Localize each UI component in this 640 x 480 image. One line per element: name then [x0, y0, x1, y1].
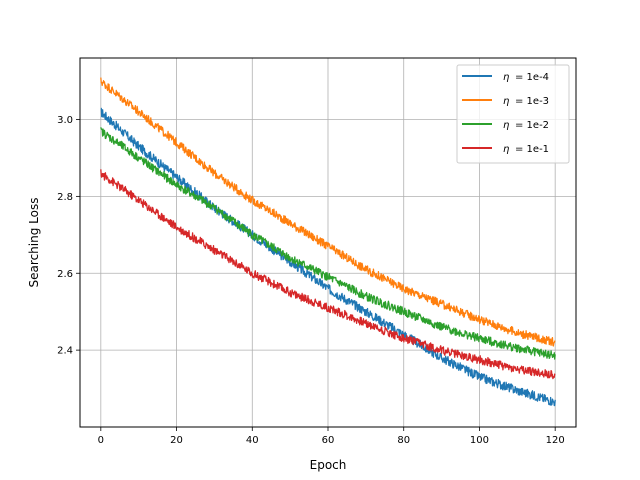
x-axis-label: Epoch: [310, 458, 347, 472]
legend-label: = 1e-2: [515, 120, 549, 131]
series-layer: [100, 77, 556, 407]
y-tick-label: 2.6: [57, 269, 73, 280]
legend-symbol: η: [503, 72, 509, 83]
y-axis-label: Searching Loss: [27, 198, 41, 288]
legend-items: η = 1e-4 η = 1e-3 η = 1e-2 η = 1e-1: [462, 72, 549, 155]
tick-layer: 0 20 40 60 80 100 120 2.4 2.6 2.8 3.0: [57, 115, 565, 446]
x-tick-label: 20: [170, 435, 183, 446]
y-tick-label: 3.0: [57, 115, 73, 126]
legend-symbol: η: [503, 96, 509, 107]
x-tick-label: 40: [246, 435, 259, 446]
legend-symbol: η: [503, 144, 509, 155]
x-tick-label: 80: [397, 435, 410, 446]
series-line: [100, 107, 556, 407]
legend: η = 1e-4 η = 1e-3 η = 1e-2 η = 1e-1: [456, 64, 570, 164]
x-tick-label: 100: [470, 435, 489, 446]
legend-label: = 1e-3: [515, 96, 549, 107]
x-tick-label: 120: [546, 435, 565, 446]
y-tick-label: 2.4: [57, 346, 73, 357]
legend-box: [456, 64, 570, 164]
x-tick-label: 60: [322, 435, 335, 446]
y-tick-label: 2.8: [57, 192, 73, 203]
series-line: [100, 127, 556, 360]
series-line: [100, 77, 556, 347]
legend-symbol: η: [503, 120, 509, 131]
series-line: [100, 169, 556, 380]
legend-label: = 1e-4: [515, 72, 549, 83]
legend-label: = 1e-1: [515, 144, 549, 155]
x-tick-label: 0: [98, 435, 104, 446]
